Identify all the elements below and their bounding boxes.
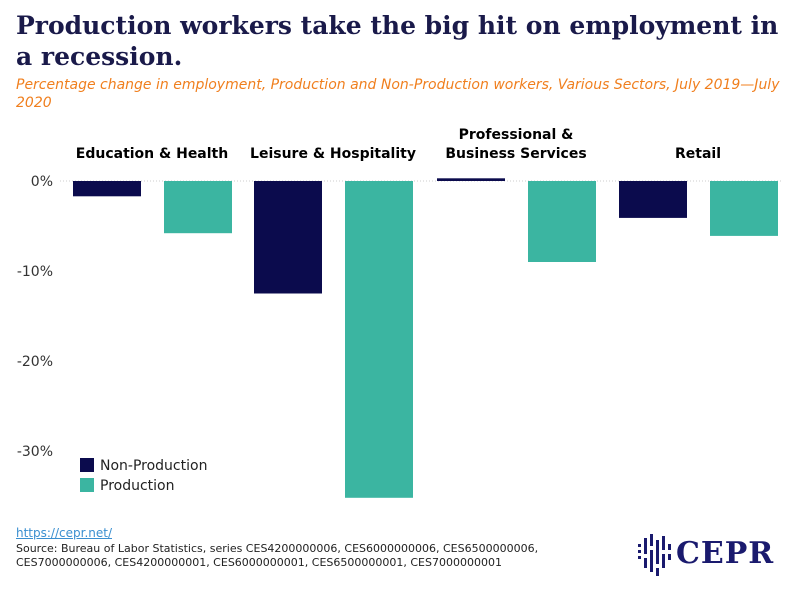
cepr-logo-icon xyxy=(638,534,671,576)
source-link[interactable]: https://cepr.net/ xyxy=(16,526,112,540)
bar-non-production xyxy=(73,181,141,197)
bar-production xyxy=(164,181,232,234)
cepr-logo-text: CEPR xyxy=(676,536,775,571)
bar-non-production xyxy=(254,181,322,294)
bar-production xyxy=(528,181,596,262)
source-note: Source: Bureau of Labor Statistics, seri… xyxy=(16,542,539,569)
category-label: Education & Health xyxy=(76,146,228,162)
bar-production xyxy=(710,181,778,236)
cepr-logo: CEPR xyxy=(636,530,776,580)
bar-non-production xyxy=(437,178,505,181)
bar-non-production xyxy=(619,181,687,218)
bar-chart: Education & Health Leisure & Hospitality P… xyxy=(17,127,782,498)
legend-label: Production xyxy=(100,478,174,494)
legend-swatch xyxy=(80,478,94,492)
y-tick-label: -10% xyxy=(17,264,53,280)
bar-production xyxy=(345,181,413,498)
category-label: Professional & Business Services xyxy=(445,127,586,162)
legend-swatch xyxy=(80,458,94,472)
legend-label: Non-Production xyxy=(100,458,207,474)
y-tick-label: -20% xyxy=(17,354,53,370)
category-label: Retail xyxy=(675,146,721,162)
chart-subtitle: Percentage change in employment, Product… xyxy=(16,77,780,111)
category-label: Leisure & Hospitality xyxy=(250,146,416,162)
y-tick-label: -30% xyxy=(17,444,53,460)
chart-title: Production workers take the big hit on e… xyxy=(16,11,779,71)
y-tick-label: 0% xyxy=(31,174,53,190)
